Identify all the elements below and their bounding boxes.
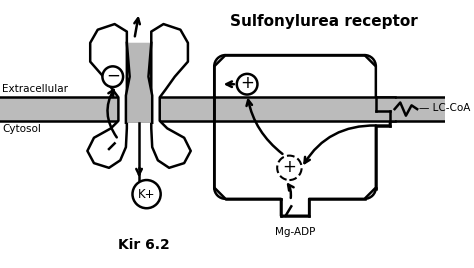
Text: +: + — [240, 74, 254, 92]
Text: — LC-CoA: — LC-CoA — [419, 103, 470, 113]
Circle shape — [133, 180, 161, 208]
Polygon shape — [214, 55, 390, 216]
Polygon shape — [87, 24, 127, 168]
Text: Sulfonylurea receptor: Sulfonylurea receptor — [230, 14, 418, 29]
Text: −: − — [106, 67, 120, 85]
Circle shape — [102, 66, 123, 87]
Bar — [214, 97, 395, 121]
Polygon shape — [126, 43, 152, 123]
Bar — [0, 97, 446, 121]
Text: Mg-ADP: Mg-ADP — [275, 227, 315, 237]
Polygon shape — [151, 24, 191, 168]
Text: ATP: ATP — [90, 146, 109, 156]
Polygon shape — [126, 43, 152, 123]
Circle shape — [237, 74, 257, 95]
Text: Extracellular: Extracellular — [2, 84, 68, 94]
Text: Kir 6.2: Kir 6.2 — [118, 239, 170, 252]
Text: +: + — [283, 158, 296, 176]
Text: Cytosol: Cytosol — [2, 124, 41, 134]
Circle shape — [277, 156, 301, 180]
Text: K+: K+ — [138, 188, 155, 201]
